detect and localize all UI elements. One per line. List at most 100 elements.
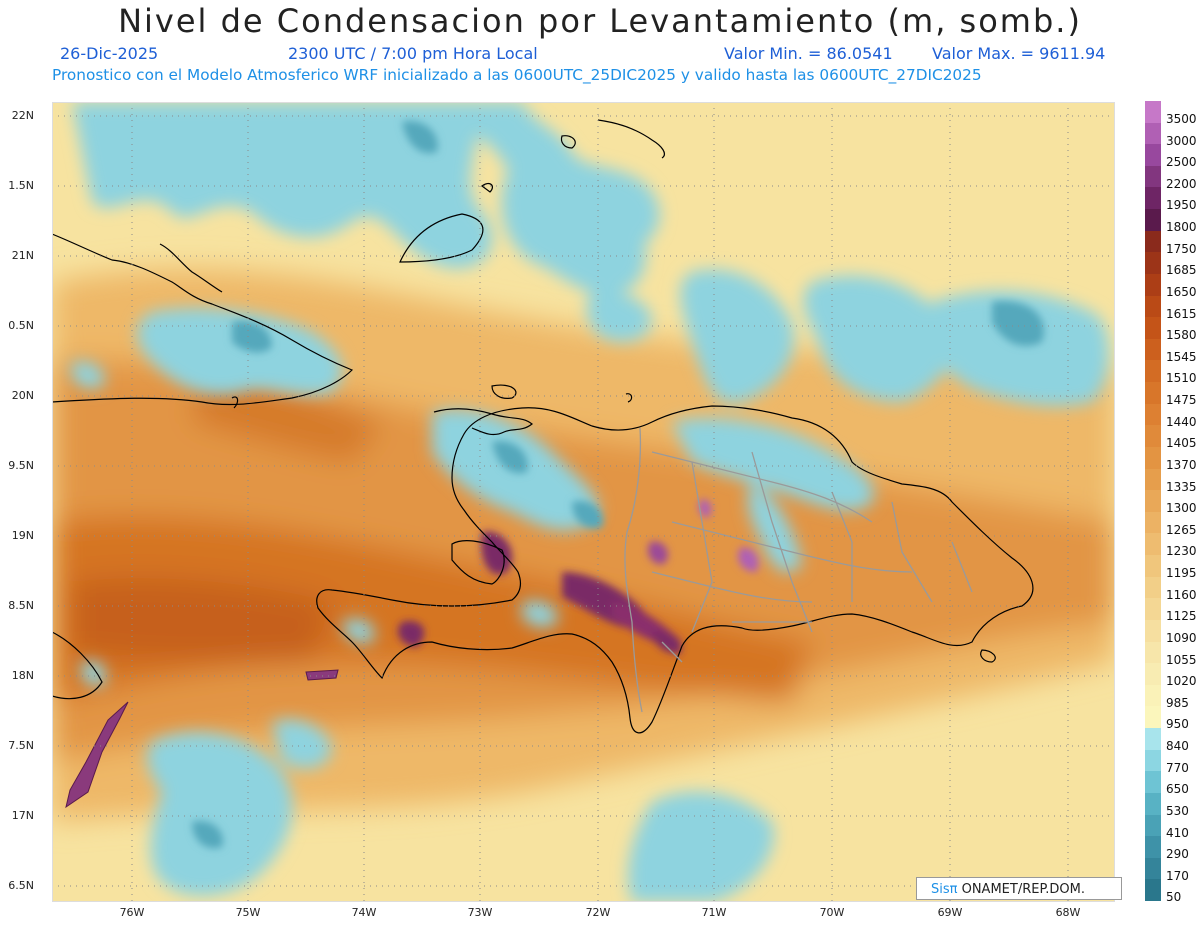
colorbar-segment bbox=[1145, 360, 1161, 383]
credit-box: Sisπ ONAMET/REP.DOM. bbox=[916, 877, 1122, 900]
colorbar-label: 770 bbox=[1166, 760, 1189, 775]
colorbar-label: 1950 bbox=[1166, 198, 1197, 213]
colorbar-label: 1650 bbox=[1166, 284, 1197, 299]
colorbar-segment bbox=[1145, 338, 1161, 361]
lat-label: 19N bbox=[11, 529, 34, 542]
colorbar-label: 1685 bbox=[1166, 263, 1197, 278]
colorbar-label: 1370 bbox=[1166, 457, 1197, 472]
colorbar-label: 1195 bbox=[1166, 566, 1197, 581]
cyan-areas bbox=[71, 102, 1110, 902]
lat-label: 8.5N bbox=[8, 599, 34, 612]
lat-label: 6.5N bbox=[8, 879, 34, 892]
colorbar-label: 650 bbox=[1166, 782, 1189, 797]
colorbar-label: 1020 bbox=[1166, 674, 1197, 689]
lat-label: 21N bbox=[11, 249, 34, 262]
colorbar-label: 1510 bbox=[1166, 371, 1197, 386]
colorbar-label: 1055 bbox=[1166, 652, 1197, 667]
lat-label: 0.5N bbox=[8, 319, 34, 332]
colorbar-segment bbox=[1145, 382, 1161, 405]
colorbar-segment bbox=[1145, 122, 1161, 145]
colorbar-segment bbox=[1145, 511, 1161, 534]
lat-label: 1.5N bbox=[8, 179, 34, 192]
colorbar-label: 2200 bbox=[1166, 176, 1197, 191]
colorbar-label: 1335 bbox=[1166, 479, 1197, 494]
forecast-label: Pronostico con el Modelo Atmosferico WRF… bbox=[52, 66, 982, 84]
lon-label: 70W bbox=[819, 906, 845, 919]
colorbar-segment bbox=[1145, 706, 1161, 729]
orange-bands bbox=[52, 268, 1115, 822]
lat-label: 20N bbox=[11, 389, 34, 402]
colorbar-segment bbox=[1145, 598, 1161, 621]
colorbar-segment bbox=[1145, 403, 1161, 426]
colorbar-segment bbox=[1145, 814, 1161, 837]
colorbar-segment bbox=[1145, 771, 1161, 794]
colorbar-label: 3500 bbox=[1166, 112, 1197, 126]
lon-label: 76W bbox=[119, 906, 145, 919]
purple-hotspots bbox=[397, 499, 759, 654]
colorbar-segment bbox=[1145, 792, 1161, 815]
colorbar-segment bbox=[1145, 684, 1161, 707]
colorbar-label: 1405 bbox=[1166, 436, 1197, 451]
colorbar-segment bbox=[1145, 317, 1161, 340]
time-label: 2300 UTC / 7:00 pm Hora Local bbox=[288, 44, 538, 63]
colorbar-segment bbox=[1145, 230, 1161, 253]
colorbar-label: 3000 bbox=[1166, 133, 1197, 148]
graticule bbox=[52, 102, 1115, 902]
purple-strip bbox=[65, 701, 129, 809]
colorbar-segment bbox=[1145, 490, 1161, 513]
colorbar-segment bbox=[1145, 836, 1161, 859]
colorbar-label: 1615 bbox=[1166, 306, 1197, 321]
colorbar-label: 1090 bbox=[1166, 630, 1197, 645]
colorbar-segment bbox=[1145, 101, 1161, 124]
min-value-label: Valor Min. = 86.0541 bbox=[724, 44, 893, 63]
map-title: Nivel de Condensacion por Levantamiento … bbox=[118, 2, 1082, 40]
colorbar-segment bbox=[1145, 857, 1161, 880]
colorbar-label: 1545 bbox=[1166, 349, 1197, 364]
colorbar-label: 1300 bbox=[1166, 501, 1197, 516]
colorbar-label: 1750 bbox=[1166, 241, 1197, 256]
lon-label: 74W bbox=[351, 906, 377, 919]
province-borders bbox=[624, 427, 973, 713]
lon-label: 68W bbox=[1055, 906, 1081, 919]
lon-label: 71W bbox=[701, 906, 727, 919]
colorbar-segment bbox=[1145, 165, 1161, 188]
colorbar-segment bbox=[1145, 273, 1161, 297]
colorbar-label: 50 bbox=[1166, 890, 1182, 905]
max-value-label: Valor Max. = 9611.94 bbox=[932, 44, 1106, 63]
map-frame bbox=[52, 102, 1115, 902]
colorbar-label: 2500 bbox=[1166, 155, 1197, 170]
colorbar-segment bbox=[1145, 663, 1161, 686]
colorbar-label: 1230 bbox=[1166, 544, 1197, 559]
colorbar-label: 1580 bbox=[1166, 328, 1197, 343]
lat-label: 22N bbox=[11, 109, 34, 122]
date-label: 26-Dic-2025 bbox=[60, 44, 159, 63]
colorbar-label: 1440 bbox=[1166, 414, 1197, 429]
colorbar-label: 1475 bbox=[1166, 393, 1197, 408]
colorbar-segment bbox=[1145, 295, 1161, 318]
lat-label: 17N bbox=[11, 809, 34, 822]
teal-accents bbox=[192, 121, 1044, 849]
lon-label: 69W bbox=[937, 906, 963, 919]
colorbar-segment bbox=[1145, 425, 1161, 448]
sis-logo-text: Sisπ bbox=[931, 882, 958, 897]
colorbar-label: 985 bbox=[1166, 695, 1189, 710]
colorbar-segment bbox=[1145, 209, 1161, 232]
lcl-map bbox=[52, 102, 1115, 902]
colorbar-label: 950 bbox=[1166, 717, 1189, 732]
colorbar-label: 410 bbox=[1166, 825, 1189, 840]
colorbar-segment bbox=[1145, 879, 1161, 902]
colorbar-segment bbox=[1145, 728, 1161, 751]
coastlines bbox=[52, 119, 1034, 734]
credit-text: ONAMET/REP.DOM. bbox=[957, 882, 1085, 897]
colorbar-label: 840 bbox=[1166, 739, 1189, 754]
lat-label: 7.5N bbox=[8, 739, 34, 752]
colorbar-segment bbox=[1145, 641, 1161, 664]
colorbar-segment bbox=[1145, 252, 1161, 275]
colorbar-segment bbox=[1145, 187, 1161, 210]
colorbar-segment bbox=[1145, 533, 1161, 556]
lon-label: 72W bbox=[585, 906, 611, 919]
colorbar-label: 530 bbox=[1166, 803, 1189, 818]
lat-label: 9.5N bbox=[8, 459, 34, 472]
lon-label: 73W bbox=[467, 906, 493, 919]
colorbar-segment bbox=[1145, 468, 1161, 491]
